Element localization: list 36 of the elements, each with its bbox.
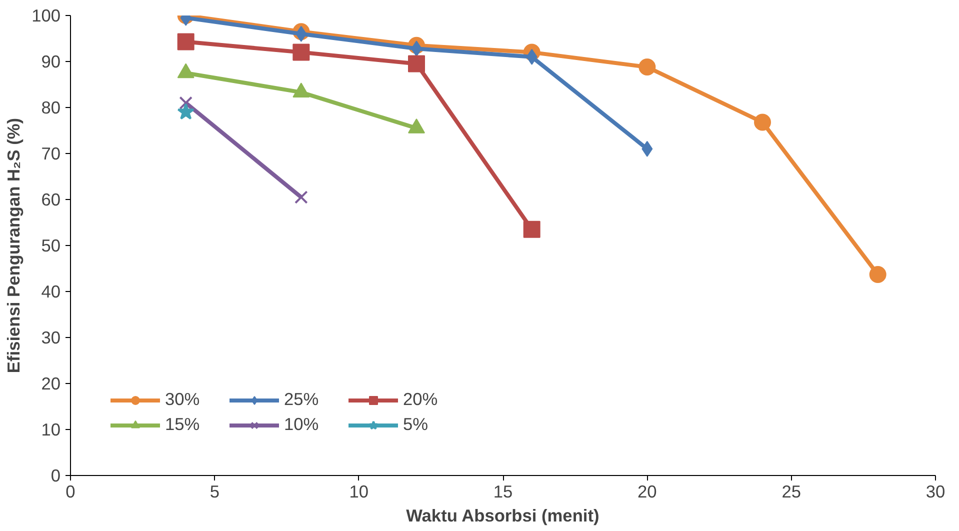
legend-label: 20% xyxy=(403,389,439,410)
point xyxy=(177,103,194,120)
x-tick-label: 25 xyxy=(782,482,801,502)
point xyxy=(869,266,886,283)
y-tick-label: 100 xyxy=(32,6,61,26)
point xyxy=(292,44,310,61)
point xyxy=(754,114,771,131)
legend-label: 10% xyxy=(284,414,320,435)
y-tick-label: 70 xyxy=(41,144,61,164)
legend-label: 15% xyxy=(165,414,201,435)
x-tick-label: 0 xyxy=(66,482,76,502)
y-tick-label: 20 xyxy=(41,374,61,394)
point xyxy=(177,33,194,50)
x-tick-label: 30 xyxy=(926,482,946,502)
legend-label: 5% xyxy=(403,414,430,435)
legend-label: 25% xyxy=(284,389,320,410)
point xyxy=(294,190,308,204)
point xyxy=(638,58,656,76)
y-axis-title: Efisiensi Pengurangan H₂S (%) xyxy=(4,118,24,374)
y-tick-label: 10 xyxy=(41,420,61,440)
point xyxy=(523,220,540,238)
y-tick-label: 80 xyxy=(41,98,61,118)
point xyxy=(179,96,192,110)
x-tick-label: 10 xyxy=(349,482,368,502)
x-tick-label: 15 xyxy=(493,482,513,502)
y-tick-label: 30 xyxy=(41,328,61,348)
y-tick-label: 90 xyxy=(41,52,61,72)
y-tick-label: 50 xyxy=(41,236,61,256)
x-tick-label: 20 xyxy=(638,482,657,502)
y-tick-label: 40 xyxy=(41,282,61,302)
y-tick-label: 0 xyxy=(50,466,61,486)
y-tick-label: 60 xyxy=(41,190,61,210)
x-tick-label: 5 xyxy=(210,482,220,502)
point xyxy=(408,55,425,72)
legend-label: 30% xyxy=(165,389,201,410)
x-axis-title: Waktu Absorbsi (menit) xyxy=(406,506,600,526)
